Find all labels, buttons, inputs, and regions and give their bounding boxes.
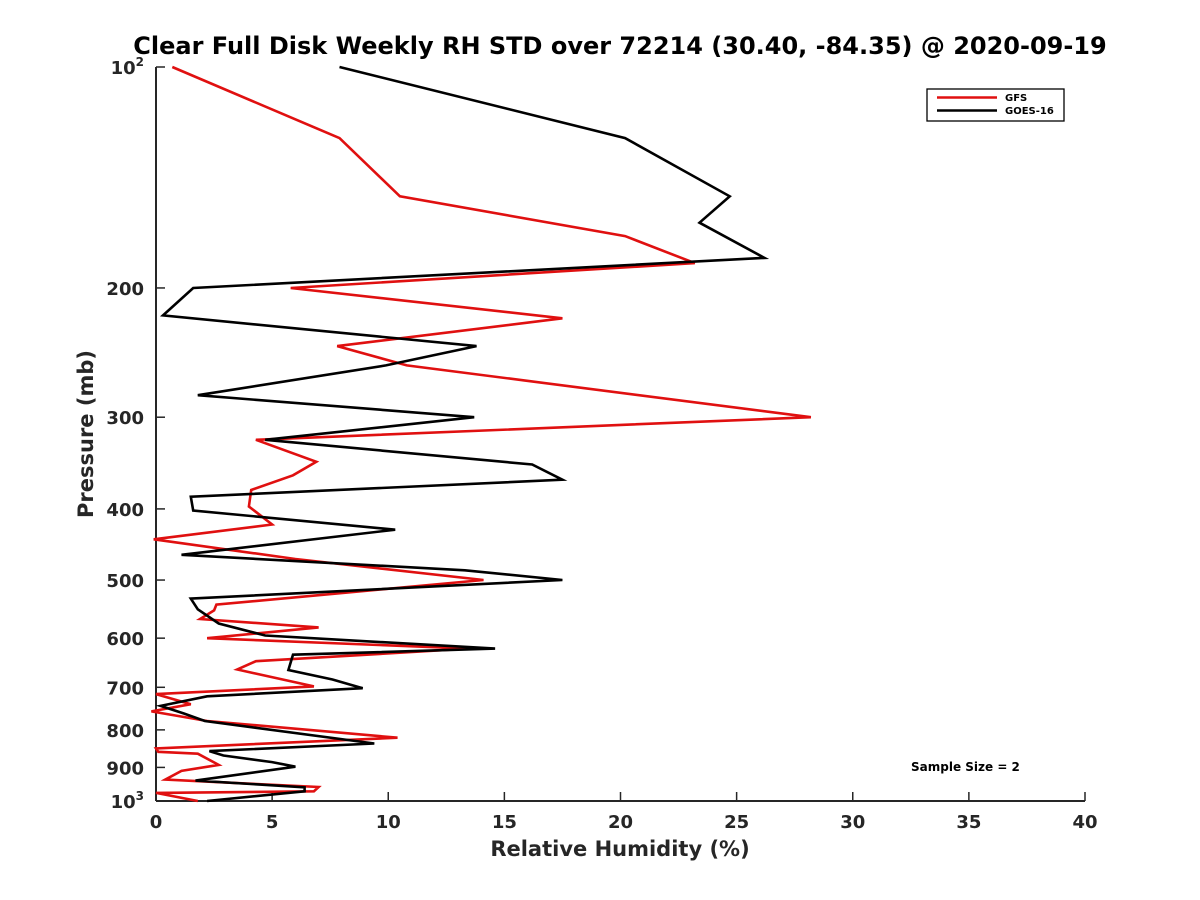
y-tick-exponent: 3: [136, 789, 144, 803]
y-tick-label: 600: [106, 629, 144, 650]
y-tick-base: 700: [106, 678, 144, 699]
y-tick-base: 800: [106, 721, 144, 742]
legend-box: [926, 88, 1065, 122]
y-tick-label: 300: [106, 408, 144, 429]
x-tick-label: 40: [1072, 812, 1097, 833]
legend-label-gfs: GFS: [1005, 93, 1027, 104]
x-tick-label: 35: [956, 812, 981, 833]
y-tick-label: 800: [106, 721, 144, 742]
y-tick-label: 102: [111, 55, 144, 79]
y-tick-label: 103: [111, 789, 144, 813]
x-tick-label: 10: [376, 812, 401, 833]
x-tick-label: 30: [840, 812, 865, 833]
y-tick-label: 700: [106, 678, 144, 699]
y-tick-base: 400: [106, 500, 144, 521]
y-tick-label: 500: [106, 571, 144, 592]
legend: GFS GOES-16: [926, 88, 1065, 122]
y-tick-base: 500: [106, 571, 144, 592]
x-tick-label: 20: [608, 812, 633, 833]
y-tick-label: 200: [106, 279, 144, 300]
y-tick-base: 200: [106, 279, 144, 300]
y-tick-label: 900: [106, 758, 144, 779]
x-axis-label: Relative Humidity (%): [490, 837, 749, 861]
y-tick-base: 10: [111, 792, 136, 813]
series-line-gfs: [151, 65, 812, 803]
legend-label-goes-16: GOES-16: [1005, 106, 1054, 117]
y-axis-label: Pressure (mb): [74, 350, 98, 518]
y-tick-base: 300: [106, 408, 144, 429]
y-tick-base: 600: [106, 629, 144, 650]
series-group: [151, 65, 812, 803]
y-tick-label: 400: [106, 500, 144, 521]
y-tick-base: 900: [106, 758, 144, 779]
x-tick-label: 15: [492, 812, 517, 833]
x-tick-label: 25: [724, 812, 749, 833]
x-tick-label: 5: [266, 812, 279, 833]
y-tick-exponent: 2: [136, 55, 144, 69]
series-line-goes-16: [155, 65, 770, 803]
chart-title: Clear Full Disk Weekly RH STD over 72214…: [133, 32, 1106, 60]
x-ticks: 0 5 10 15 20 25 30 35 40: [150, 792, 1098, 833]
x-tick-label: 0: [150, 812, 163, 833]
y-tick-base: 10: [111, 58, 136, 79]
sample-size-annotation: Sample Size = 2: [911, 760, 1020, 774]
